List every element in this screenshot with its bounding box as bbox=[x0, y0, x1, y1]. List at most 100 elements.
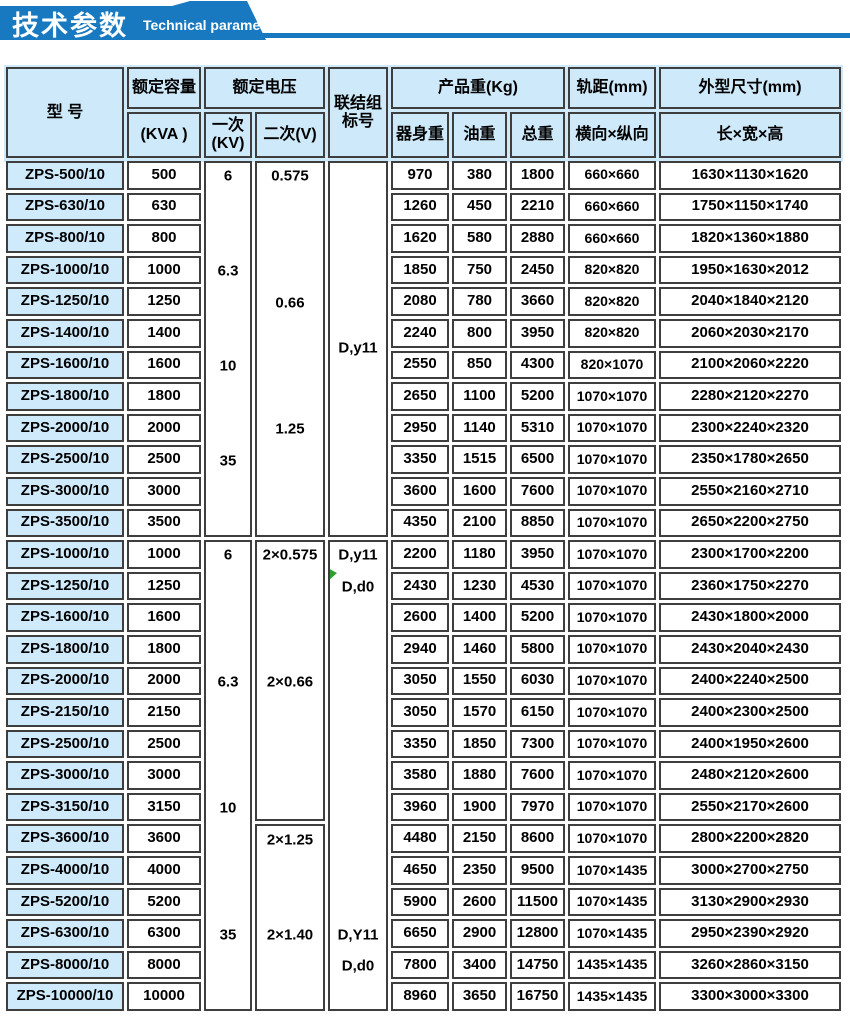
gauge-cell: 1070×1435 bbox=[568, 919, 656, 948]
body-weight-cell: 5900 bbox=[391, 887, 449, 917]
body-weight-cell: 2940 bbox=[391, 634, 449, 664]
gauge-cell: 1070×1070 bbox=[568, 413, 656, 443]
gauge-cell: 1070×1070 bbox=[568, 792, 656, 822]
model-cell: ZPS-2500/10 bbox=[6, 729, 124, 759]
model-cell: ZPS-2150/10 bbox=[6, 698, 124, 727]
kva-cell: 8000 bbox=[127, 950, 201, 980]
gauge-cell: 1070×1070 bbox=[568, 698, 656, 727]
body-weight-cell: 1620 bbox=[391, 224, 449, 253]
oil-weight-cell: 1880 bbox=[452, 761, 507, 790]
total-weight-cell: 6150 bbox=[510, 698, 565, 727]
oil-weight-cell: 3650 bbox=[452, 982, 507, 1012]
dims-cell: 1750×1150×1740 bbox=[659, 192, 841, 222]
gauge-cell: 1070×1070 bbox=[568, 540, 656, 569]
model-cell: ZPS-6300/10 bbox=[6, 919, 124, 948]
title-banner: 技术参数 Technical parameter bbox=[0, 0, 850, 44]
secondary-voltage-cell: 0.575 0.66 1.25 bbox=[255, 161, 325, 538]
oil-weight-cell: 380 bbox=[452, 161, 507, 190]
oil-weight-cell: 780 bbox=[452, 287, 507, 316]
kva-cell: 3150 bbox=[127, 792, 201, 822]
dims-cell: 2060×2030×2170 bbox=[659, 318, 841, 348]
col-header-weight: 产品重(Kg) bbox=[391, 67, 565, 109]
model-cell: ZPS-1800/10 bbox=[6, 382, 124, 411]
model-cell: ZPS-1250/10 bbox=[6, 287, 124, 316]
gauge-cell: 1070×1070 bbox=[568, 476, 656, 506]
primary-voltage-cell-value: 35 bbox=[219, 926, 237, 944]
page-title: 技术参数 bbox=[12, 11, 128, 41]
body-weight-cell: 6650 bbox=[391, 919, 449, 948]
total-weight-cell: 7300 bbox=[510, 729, 565, 759]
body-weight-cell: 4650 bbox=[391, 856, 449, 885]
gauge-cell: 660×660 bbox=[568, 161, 656, 190]
kva-cell: 1000 bbox=[127, 540, 201, 569]
gauge-cell: 1070×1070 bbox=[568, 824, 656, 854]
kva-cell: 2150 bbox=[127, 698, 201, 727]
primary-voltage-cell: 6 6.3 10 35 bbox=[204, 540, 252, 1012]
oil-weight-cell: 1140 bbox=[452, 413, 507, 443]
model-cell: ZPS-3000/10 bbox=[6, 761, 124, 790]
oil-weight-cell: 1600 bbox=[452, 476, 507, 506]
oil-weight-cell: 800 bbox=[452, 318, 507, 348]
secondary-voltage-cell-value: 0.575 bbox=[271, 167, 309, 185]
kva-cell: 2000 bbox=[127, 666, 201, 696]
oil-weight-cell: 3400 bbox=[452, 950, 507, 980]
dims-cell: 2100×2060×2220 bbox=[659, 350, 841, 380]
oil-weight-cell: 1400 bbox=[452, 603, 507, 632]
oil-weight-cell: 1460 bbox=[452, 634, 507, 664]
col-header-total-weight: 总重 bbox=[510, 112, 565, 158]
oil-weight-cell: 850 bbox=[452, 350, 507, 380]
gauge-cell: 1070×1070 bbox=[568, 761, 656, 790]
oil-weight-cell: 2900 bbox=[452, 919, 507, 948]
oil-weight-cell: 1850 bbox=[452, 729, 507, 759]
model-cell: ZPS-3600/10 bbox=[6, 824, 124, 854]
primary-voltage-cell-value: 6.3 bbox=[217, 262, 239, 280]
primary-voltage-cell-value: 6 bbox=[223, 547, 233, 565]
primary-voltage-cell-value: 10 bbox=[219, 357, 237, 375]
total-weight-cell: 2210 bbox=[510, 192, 565, 222]
spec-table: 型 号 额定容量 (KVA ) 额定电压 一次 (KV) 二次(V) 联结组 标… bbox=[4, 65, 843, 1013]
dims-cell: 2480×2120×2600 bbox=[659, 761, 841, 790]
gauge-cell: 660×660 bbox=[568, 192, 656, 222]
secondary-voltage-cell-value: 1.25 bbox=[275, 420, 305, 438]
comment-flag-icon bbox=[330, 569, 337, 580]
oil-weight-cell: 750 bbox=[452, 255, 507, 285]
total-weight-cell: 2880 bbox=[510, 224, 565, 253]
gauge-cell: 1070×1070 bbox=[568, 729, 656, 759]
body-weight-cell: 3350 bbox=[391, 445, 449, 474]
oil-weight-cell: 2600 bbox=[452, 887, 507, 917]
total-weight-cell: 8600 bbox=[510, 824, 565, 854]
body-weight-cell: 2430 bbox=[391, 571, 449, 601]
primary-voltage-cell: 6 6.3 10 35 bbox=[204, 161, 252, 538]
total-weight-cell: 4300 bbox=[510, 350, 565, 380]
model-cell: ZPS-3500/10 bbox=[6, 508, 124, 538]
gauge-cell: 1070×1070 bbox=[568, 634, 656, 664]
total-weight-cell: 14750 bbox=[510, 950, 565, 980]
gauge-cell: 1070×1435 bbox=[568, 887, 656, 917]
body-weight-cell: 3580 bbox=[391, 761, 449, 790]
page-subtitle: Technical parameter bbox=[143, 17, 279, 33]
kva-cell: 1400 bbox=[127, 318, 201, 348]
dims-cell: 2650×2200×2750 bbox=[659, 508, 841, 538]
body-weight-cell: 3050 bbox=[391, 666, 449, 696]
dims-cell: 2350×1780×2650 bbox=[659, 445, 841, 474]
body-weight-cell: 2650 bbox=[391, 382, 449, 411]
col-header-voltage: 额定电压 bbox=[204, 67, 325, 109]
gauge-cell: 820×820 bbox=[568, 318, 656, 348]
dims-cell: 1820×1360×1880 bbox=[659, 224, 841, 253]
primary-voltage-cell-value: 10 bbox=[219, 799, 237, 817]
model-cell: ZPS-4000/10 bbox=[6, 856, 124, 885]
connection-group-cell-value: D,d0 bbox=[341, 578, 375, 596]
oil-weight-cell: 450 bbox=[452, 192, 507, 222]
col-header-gauge: 轨距(mm) bbox=[568, 67, 656, 109]
kva-cell: 10000 bbox=[127, 982, 201, 1012]
dims-cell: 3000×2700×2750 bbox=[659, 856, 841, 885]
dims-cell: 2400×2240×2500 bbox=[659, 666, 841, 696]
dims-cell: 3300×3000×3300 bbox=[659, 982, 841, 1012]
body-weight-cell: 4350 bbox=[391, 508, 449, 538]
total-weight-cell: 9500 bbox=[510, 856, 565, 885]
col-header-dimensions: 外型尺寸(mm) bbox=[659, 67, 841, 109]
body-weight-cell: 2080 bbox=[391, 287, 449, 316]
oil-weight-cell: 1515 bbox=[452, 445, 507, 474]
model-cell: ZPS-500/10 bbox=[6, 161, 124, 190]
connection-group-cell-value: D,y11 bbox=[338, 339, 378, 357]
